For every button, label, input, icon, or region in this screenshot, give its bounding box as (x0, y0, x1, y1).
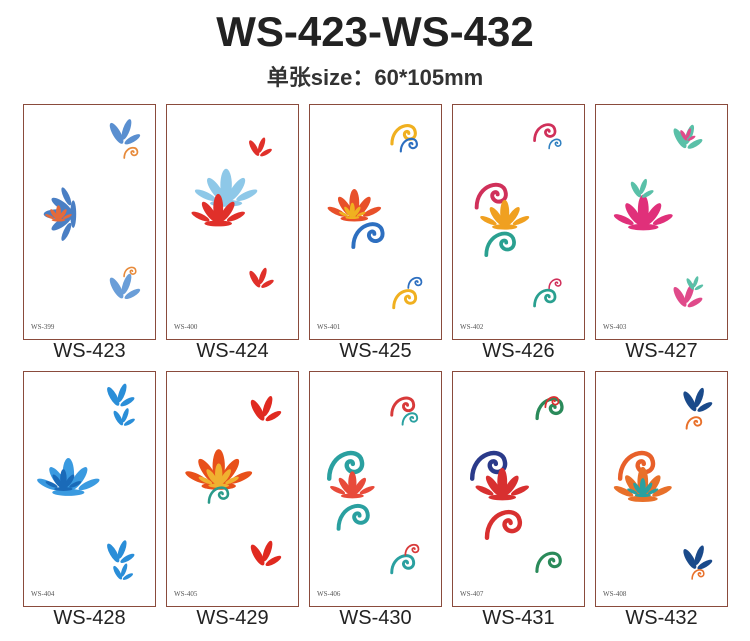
artwork (43, 118, 142, 301)
tattoo-card: WS-401 (309, 104, 442, 340)
artwork (453, 396, 564, 573)
print-code: WS-402 (460, 323, 484, 331)
item-label: WS-424 (196, 340, 269, 362)
artwork (183, 394, 283, 568)
tattoo-card: WS-407 (452, 371, 585, 607)
subtitle: 单张size：60*105mm (266, 65, 484, 90)
item-label: WS-428 (53, 607, 126, 629)
tattoo-card: WS-399 (23, 104, 156, 340)
artwork (612, 386, 714, 580)
tattoo-card: WS-408 (595, 371, 728, 607)
item-label: WS-426 (482, 340, 555, 362)
artwork (474, 123, 562, 308)
tattoo-card: WS-400 (166, 104, 299, 340)
print-code: WS-401 (317, 323, 341, 331)
print-code: WS-399 (31, 323, 55, 331)
tattoo-card: WS-402 (452, 104, 585, 340)
print-code: WS-408 (603, 590, 627, 598)
tattoo-card: WS-405 (166, 371, 299, 607)
artwork (326, 124, 423, 310)
tattoo-card: WS-403 (595, 104, 728, 340)
print-code: WS-400 (174, 323, 198, 331)
artwork (35, 382, 136, 582)
item-label: WS-423 (53, 340, 126, 362)
print-code: WS-407 (460, 590, 484, 598)
item-label: WS-425 (339, 340, 412, 362)
tattoo-card: WS-406 (309, 371, 442, 607)
print-code: WS-406 (317, 590, 341, 598)
title: WS-423-WS-432 (216, 8, 534, 55)
print-code: WS-405 (174, 590, 198, 598)
item-label: WS-432 (625, 607, 698, 629)
item-label: WS-427 (625, 340, 698, 362)
artwork (310, 396, 420, 575)
tattoo-card: WS-404 (23, 371, 156, 607)
print-code: WS-403 (603, 323, 627, 331)
print-code: WS-404 (31, 590, 55, 598)
artwork (190, 136, 275, 290)
artwork (612, 123, 704, 310)
item-label: WS-430 (339, 607, 412, 629)
item-label: WS-431 (482, 607, 555, 629)
item-label: WS-429 (196, 607, 269, 629)
